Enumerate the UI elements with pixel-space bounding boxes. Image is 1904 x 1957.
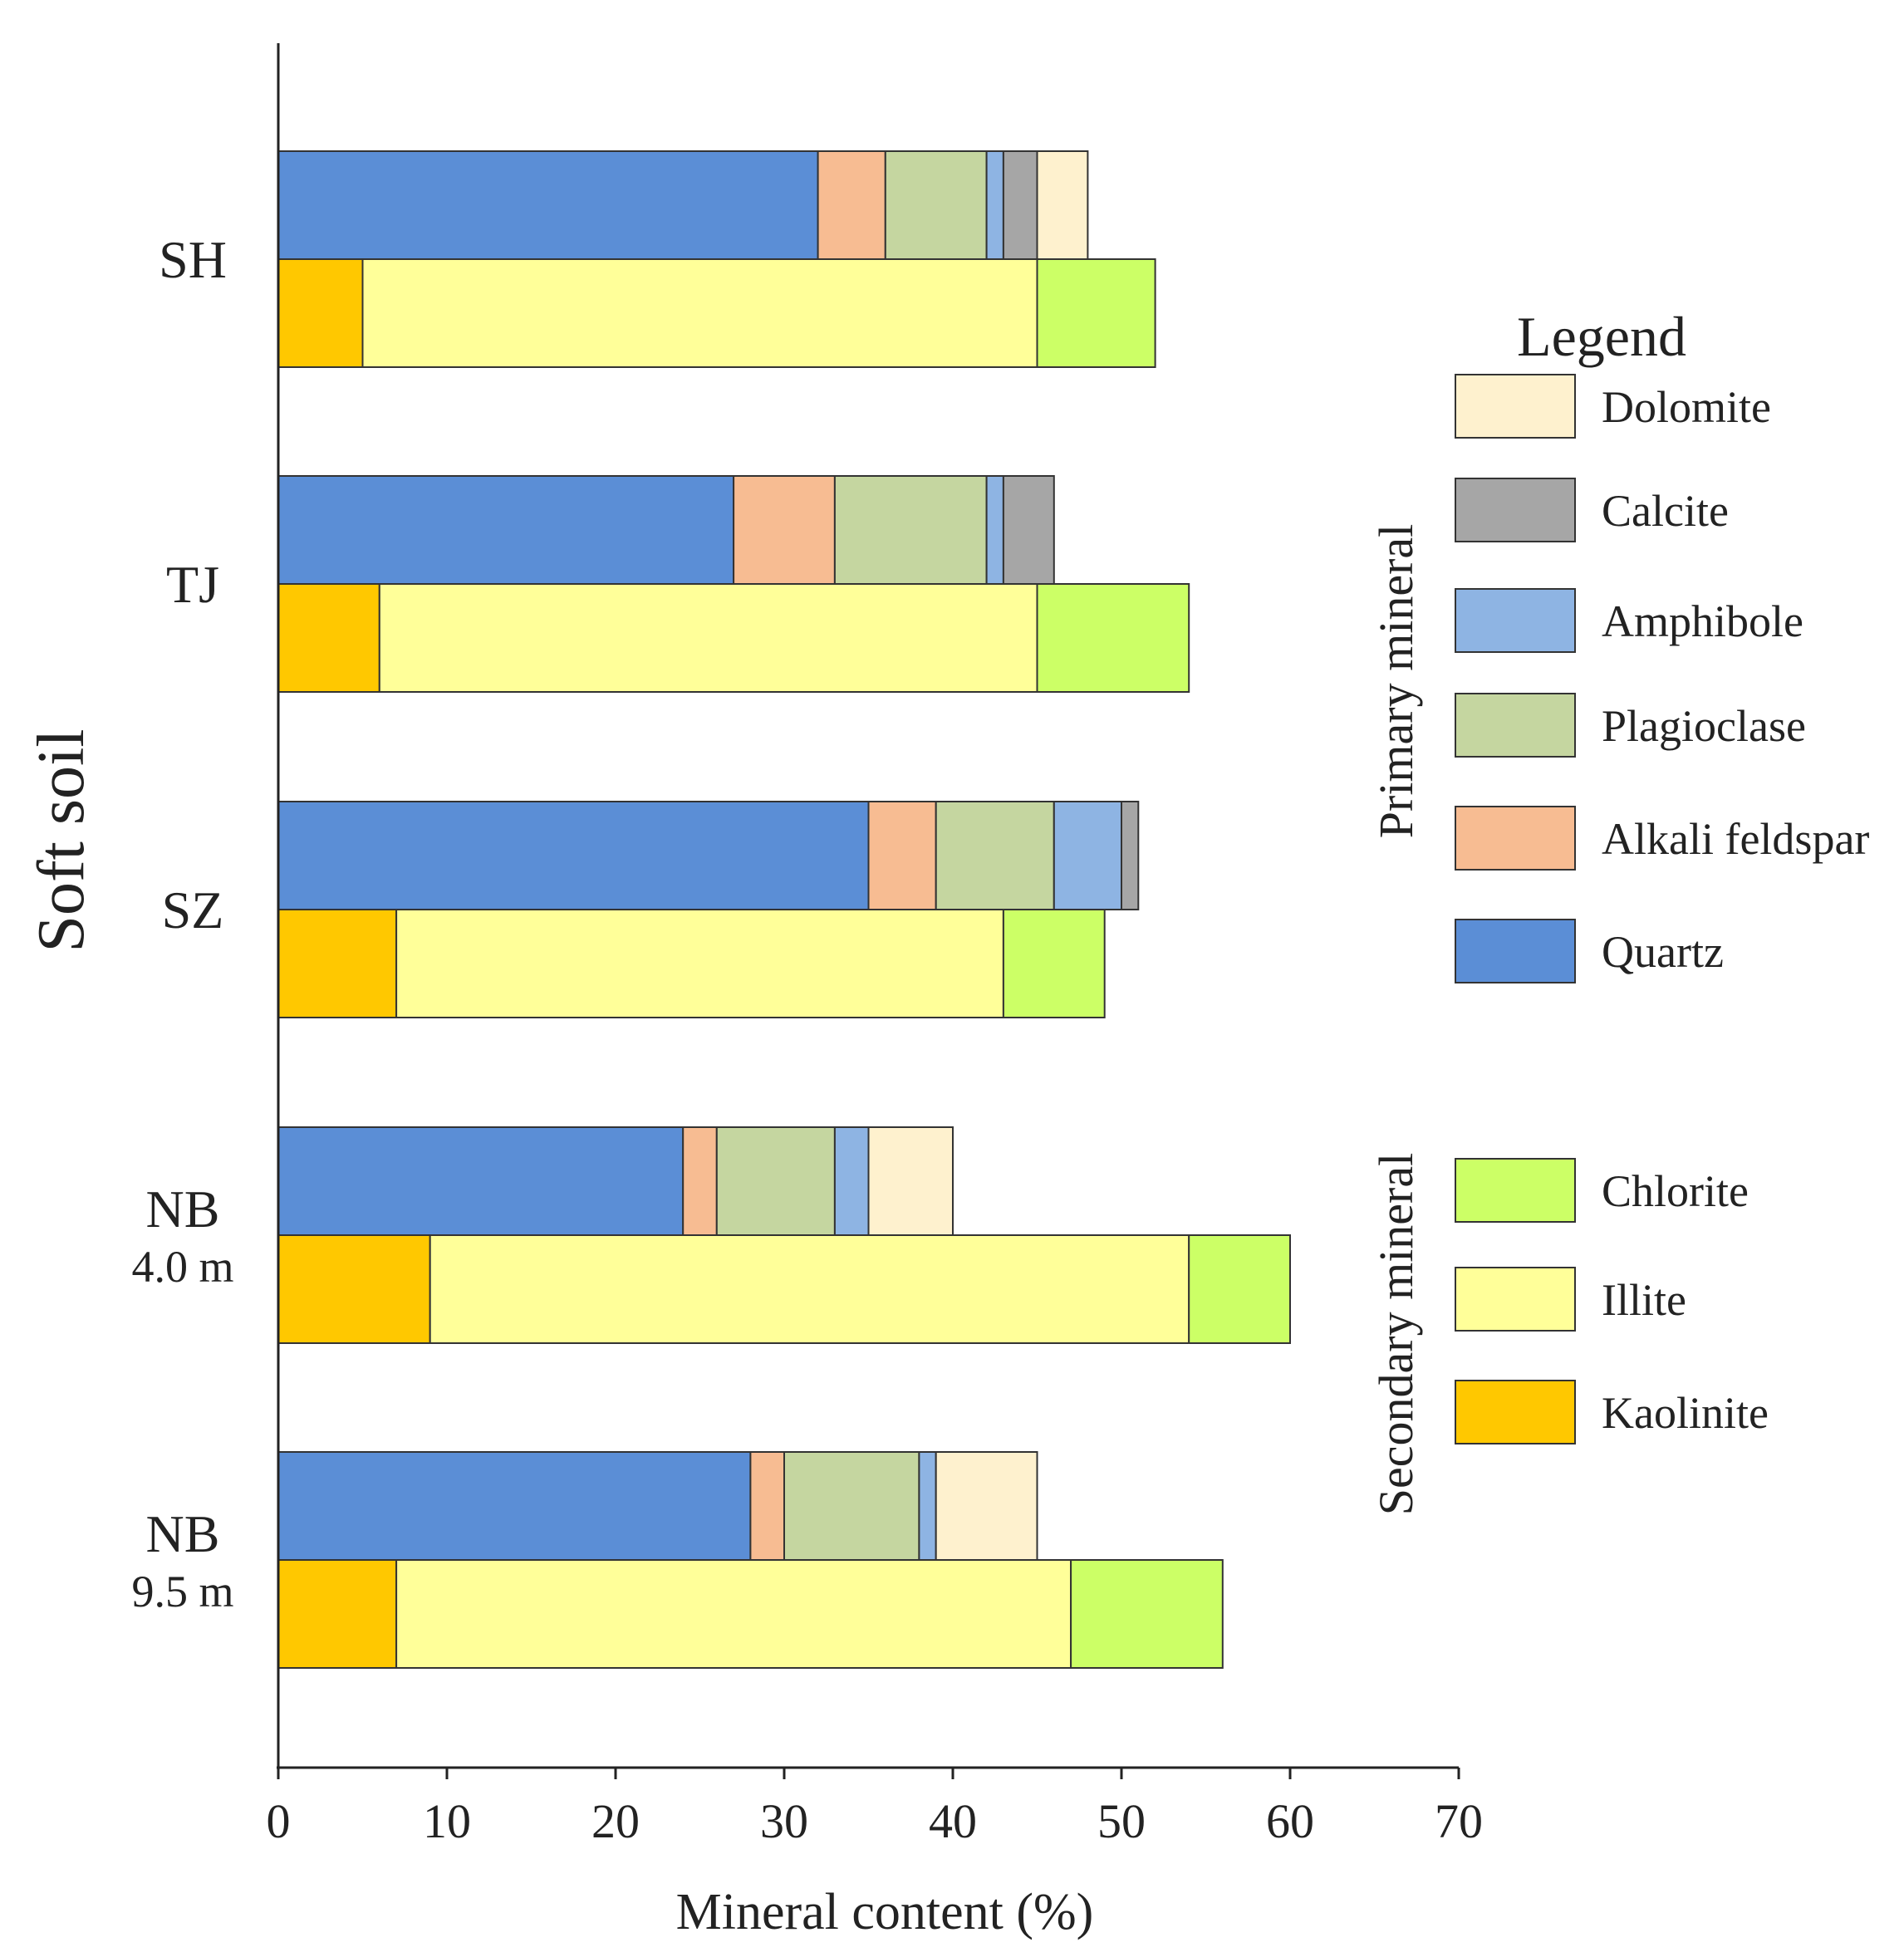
- bar-segment-primary-plagioclase-3: [715, 1126, 836, 1236]
- bar-segment-secondary-kaolinite-4: [277, 1559, 398, 1669]
- legend-primary-group-label: Primary mineral: [1369, 524, 1423, 839]
- bar-segment-secondary-chlorite-3: [1188, 1234, 1291, 1344]
- bar-segment-primary-dolomite-4: [935, 1451, 1038, 1561]
- x-tick-label-20: 20: [591, 1794, 640, 1848]
- bar-segment-primary-alkali-feldspar-4: [749, 1451, 786, 1561]
- axes-layer: [277, 43, 1459, 1769]
- bar-segment-secondary-illite-4: [395, 1559, 1072, 1669]
- legend-label-plagioclase: Plagioclase: [1602, 701, 1806, 751]
- bar-segment-primary-quartz-3: [277, 1126, 685, 1236]
- legend-label-illite: Illite: [1602, 1275, 1686, 1325]
- legend-label-calcite: Calcite: [1602, 486, 1729, 536]
- category-label-2: SZ: [162, 880, 224, 939]
- y-axis-title: Soft soil: [25, 729, 98, 953]
- legend-title: Legend: [1517, 305, 1686, 368]
- legend-label-dolomite: Dolomite: [1602, 382, 1771, 432]
- x-tick-label-40: 40: [929, 1794, 977, 1848]
- legend-label-alkali-feldspar: Alkali feldspar: [1602, 814, 1869, 864]
- category-label-4: NB: [146, 1504, 220, 1563]
- legend-swatch-kaolinite: [1455, 1380, 1576, 1444]
- bar-segment-secondary-illite-2: [395, 909, 1004, 1018]
- category-label-0: SH: [159, 230, 227, 289]
- legend-label-chlorite: Chlorite: [1602, 1166, 1749, 1216]
- x-tick-label-10: 10: [423, 1794, 471, 1848]
- category-label-1: TJ: [166, 555, 219, 614]
- x-tick-label-70: 70: [1435, 1794, 1483, 1848]
- legend-swatch-calcite: [1455, 478, 1576, 542]
- legend-label-quartz: Quartz: [1602, 927, 1724, 977]
- category-label-3: NB: [146, 1180, 220, 1238]
- legend-swatch-plagioclase: [1455, 693, 1576, 758]
- x-ticks-layer: 0 10 20 30 40 50 60 70: [267, 1768, 1483, 1848]
- legend-swatch-quartz: [1455, 919, 1576, 983]
- bar-segment-secondary-kaolinite-1: [277, 583, 380, 693]
- legend-swatch-illite: [1455, 1267, 1576, 1332]
- bar-segment-primary-amphibole-4: [918, 1451, 937, 1561]
- bar-segment-primary-plagioclase-1: [833, 475, 988, 585]
- bar-segment-secondary-illite-1: [378, 583, 1038, 693]
- bar-segment-primary-dolomite-3: [867, 1126, 954, 1236]
- legend-swatch-dolomite: [1455, 374, 1576, 439]
- bar-segment-primary-alkali-feldspar-1: [733, 475, 836, 585]
- x-tick-label-50: 50: [1097, 1794, 1146, 1848]
- x-tick-label-0: 0: [267, 1794, 291, 1848]
- bar-segment-primary-calcite-2: [1121, 801, 1140, 910]
- bar-segment-primary-calcite-0: [1002, 150, 1038, 260]
- bar-segment-primary-calcite-1: [1002, 475, 1055, 585]
- legend: Legend Primary mineral Secondary mineral…: [1369, 305, 1869, 1515]
- bars-layer: [277, 150, 1291, 1669]
- category-sublabel-3: 4.0 m: [131, 1242, 233, 1292]
- bar-segment-secondary-kaolinite-2: [277, 909, 398, 1018]
- legend-swatch-chlorite: [1455, 1158, 1576, 1223]
- bar-segment-secondary-kaolinite-0: [277, 258, 364, 368]
- bar-segment-primary-alkali-feldspar-2: [867, 801, 937, 910]
- x-tick-label-60: 60: [1266, 1794, 1314, 1848]
- bar-segment-primary-quartz-0: [277, 150, 819, 260]
- legend-label-kaolinite: Kaolinite: [1602, 1388, 1769, 1438]
- x-tick-label-30: 30: [760, 1794, 808, 1848]
- x-axis-title: Mineral content (%): [676, 1884, 1094, 1940]
- bar-segment-secondary-illite-0: [361, 258, 1038, 368]
- bar-segment-primary-amphibole-2: [1053, 801, 1123, 910]
- category-sublabel-4: 9.5 m: [131, 1567, 233, 1616]
- bar-segment-secondary-chlorite-2: [1002, 909, 1106, 1018]
- bar-segment-secondary-kaolinite-3: [277, 1234, 431, 1344]
- bar-segment-primary-quartz-1: [277, 475, 735, 585]
- bar-segment-primary-amphibole-0: [985, 150, 1004, 260]
- bar-segment-secondary-chlorite-1: [1036, 583, 1190, 693]
- bar-segment-primary-alkali-feldspar-0: [817, 150, 886, 260]
- legend-items: Dolomite Calcite Amphibole Plagioclase Alkal…: [1455, 374, 1869, 1444]
- bar-segment-secondary-chlorite-4: [1070, 1559, 1224, 1669]
- bar-segment-primary-plagioclase-0: [884, 150, 988, 260]
- legend-secondary-group-label: Secondary mineral: [1369, 1153, 1423, 1515]
- bar-segment-primary-amphibole-1: [985, 475, 1004, 585]
- bar-segment-primary-amphibole-3: [833, 1126, 870, 1236]
- legend-swatch-amphibole: [1455, 588, 1576, 653]
- bar-segment-primary-quartz-2: [277, 801, 870, 910]
- bar-segment-secondary-chlorite-0: [1036, 258, 1156, 368]
- bar-segment-primary-plagioclase-4: [783, 1451, 920, 1561]
- legend-label-amphibole: Amphibole: [1602, 596, 1803, 646]
- legend-swatch-alkali-feldspar: [1455, 806, 1576, 871]
- bar-segment-secondary-illite-3: [429, 1234, 1190, 1344]
- bar-segment-primary-alkali-feldspar-3: [682, 1126, 718, 1236]
- bar-segment-primary-quartz-4: [277, 1451, 752, 1561]
- bar-segment-primary-plagioclase-2: [935, 801, 1055, 910]
- bar-segment-primary-dolomite-0: [1036, 150, 1089, 260]
